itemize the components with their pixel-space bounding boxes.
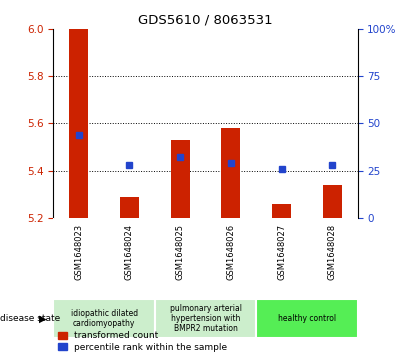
Bar xyxy=(256,299,358,338)
Text: disease state: disease state xyxy=(0,314,61,323)
Bar xyxy=(221,128,240,218)
Bar xyxy=(69,29,88,218)
Text: GSM1648023: GSM1648023 xyxy=(74,224,83,280)
Bar xyxy=(323,185,342,218)
Text: ▶: ▶ xyxy=(39,314,47,323)
Text: healthy control: healthy control xyxy=(278,314,336,323)
Title: GDS5610 / 8063531: GDS5610 / 8063531 xyxy=(138,13,273,26)
Text: GSM1648025: GSM1648025 xyxy=(175,224,185,280)
Text: GSM1648026: GSM1648026 xyxy=(226,224,236,280)
Bar xyxy=(171,140,190,218)
Bar xyxy=(155,299,256,338)
Text: idiopathic dilated
cardiomyopathy: idiopathic dilated cardiomyopathy xyxy=(71,309,138,328)
Legend: transformed count, percentile rank within the sample: transformed count, percentile rank withi… xyxy=(58,331,227,352)
Text: pulmonary arterial
hypertension with
BMPR2 mutation: pulmonary arterial hypertension with BMP… xyxy=(169,303,242,334)
Text: GSM1648027: GSM1648027 xyxy=(277,224,286,280)
Bar xyxy=(120,196,139,218)
Bar xyxy=(272,204,291,218)
Text: GSM1648028: GSM1648028 xyxy=(328,224,337,280)
Text: GSM1648024: GSM1648024 xyxy=(125,224,134,280)
Bar xyxy=(53,299,155,338)
